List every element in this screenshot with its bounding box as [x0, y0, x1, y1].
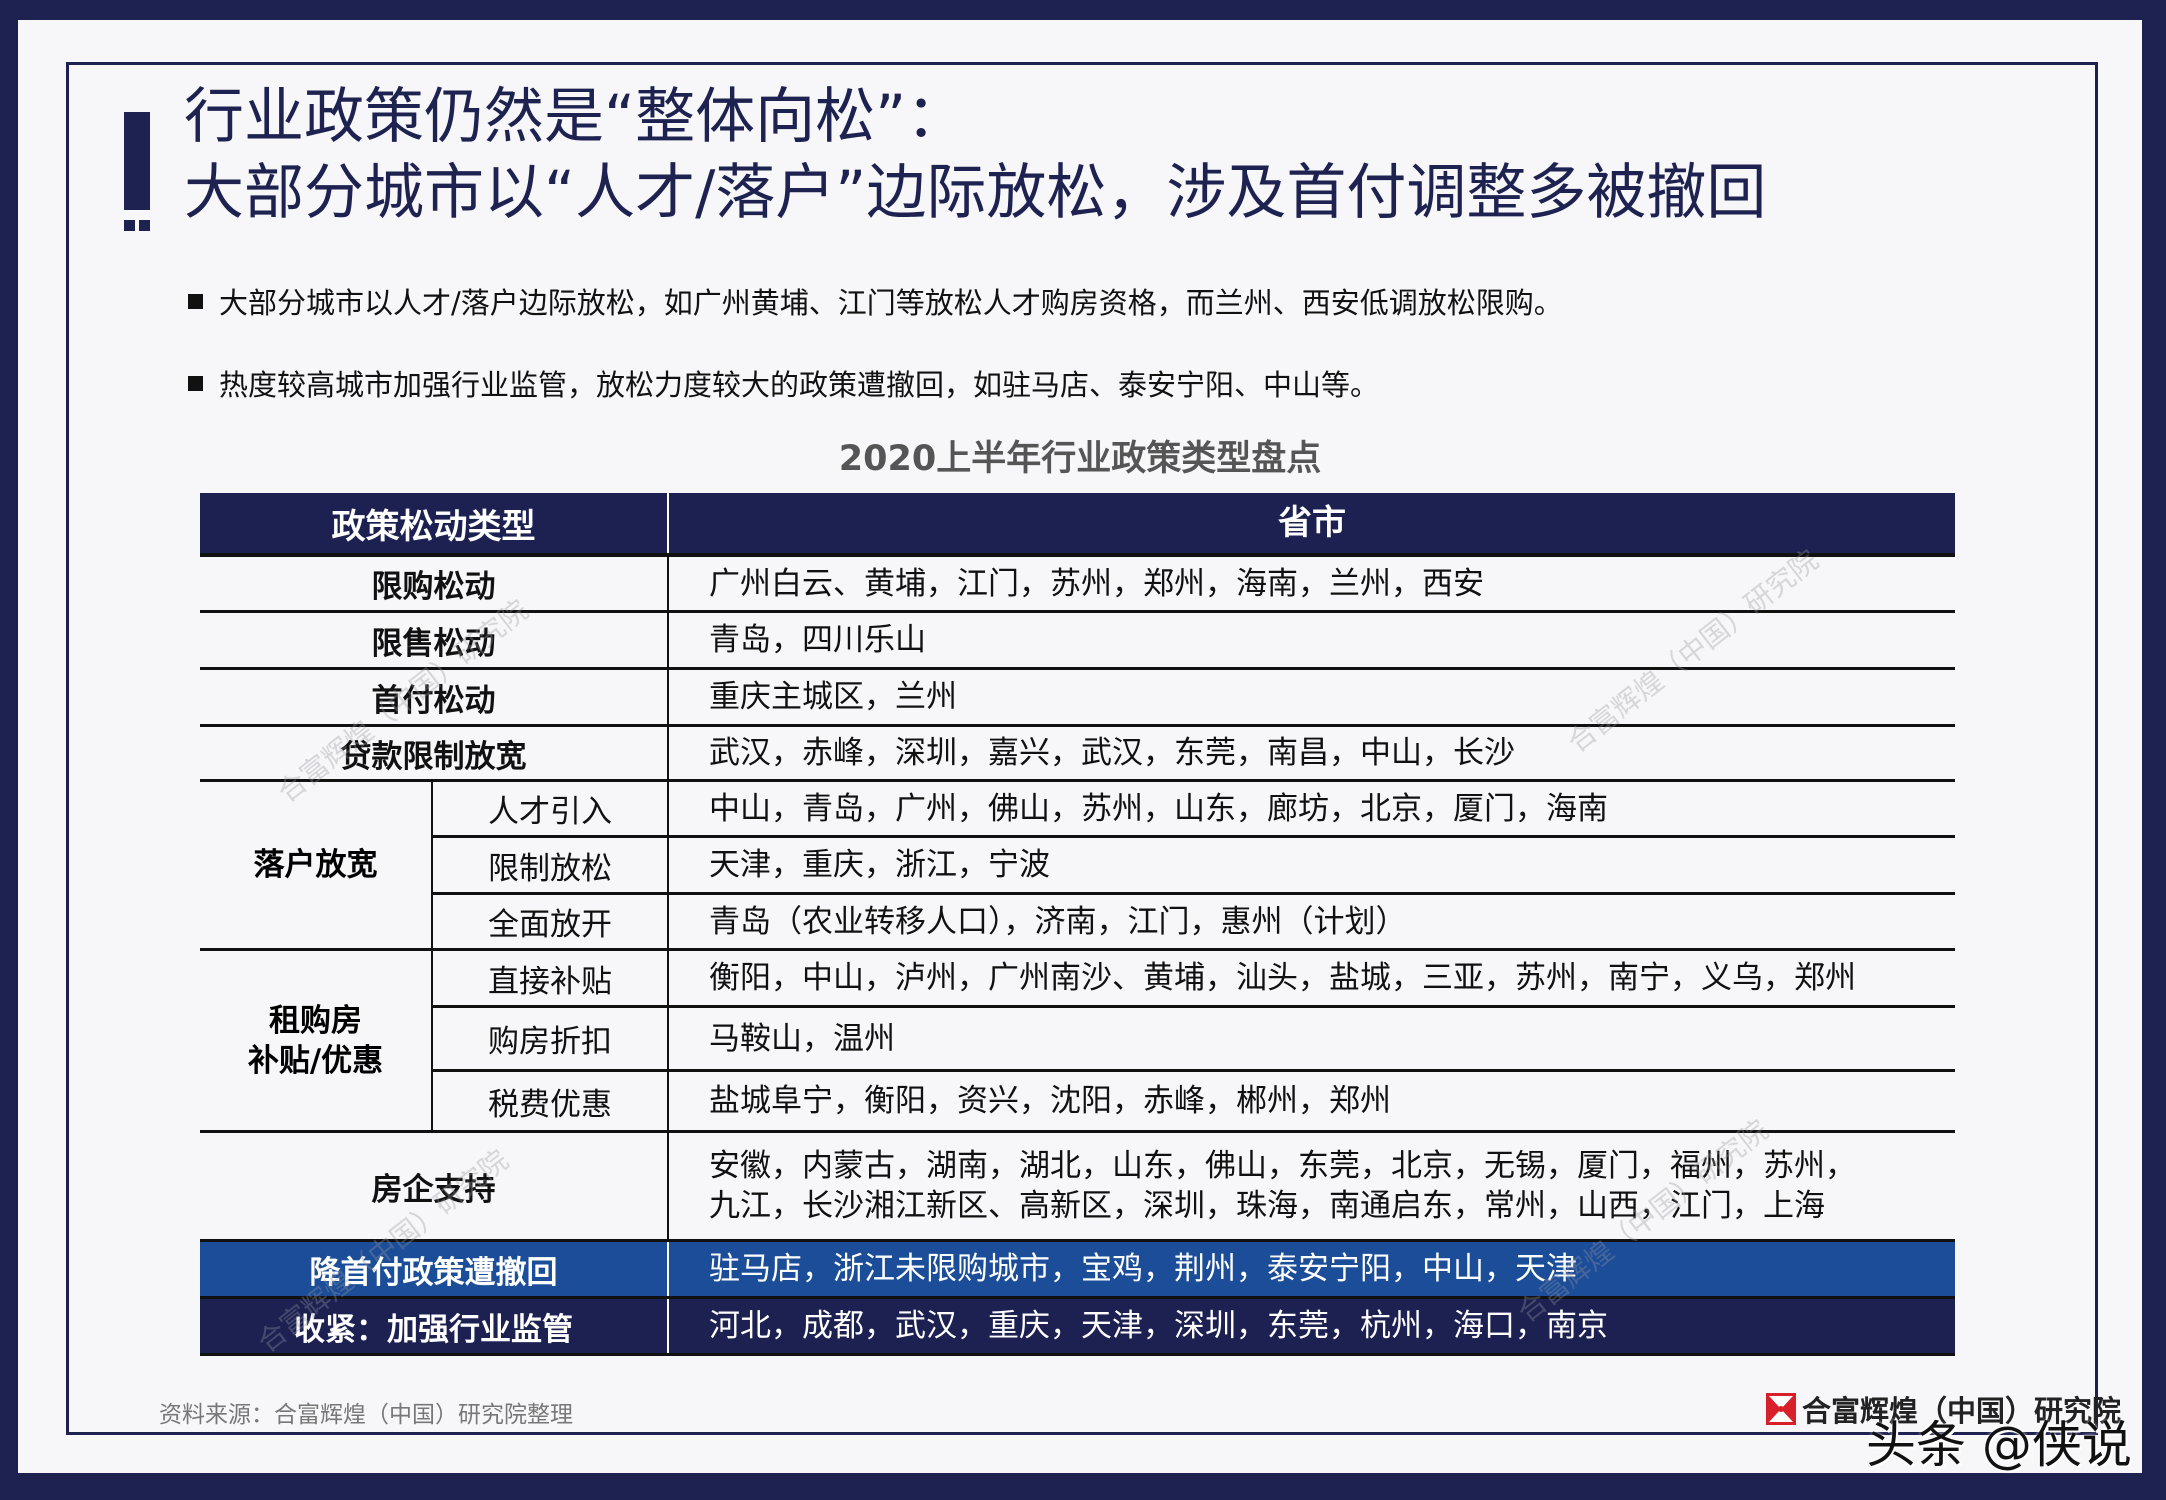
- row-type: 首付松动: [200, 670, 669, 724]
- logo-text: 合富辉煌（中国）研究院: [1802, 1394, 2122, 1428]
- group-label-line: 租购房: [269, 1002, 362, 1039]
- toutiao-watermark: 头条 @侠说: [1866, 1416, 2132, 1474]
- table-row: 首付松动 重庆主城区，兰州: [200, 670, 1955, 727]
- row-value: 安徽，内蒙古，湖南，湖北，山东，佛山，东莞，北京，无锡，厦门，福州，苏州， 九江…: [669, 1133, 1955, 1239]
- table-row: 人才引入 中山，青岛，广州，佛山，苏州，山东，廊坊，北京，厦门，海南: [431, 782, 1955, 838]
- row-type: 降首付政策遭撤回: [200, 1242, 669, 1296]
- bullet-square-icon: [188, 293, 203, 309]
- row-value-line: 九江，长沙湘江新区、高新区，深圳，珠海，南通启东，常州，山西，江门，上海: [709, 1188, 1825, 1224]
- row-value: 广州白云、黄埔，江门，苏州，郑州，海南，兰州，西安: [709, 565, 1484, 602]
- table-row: 限制放松 天津，重庆，浙江，宁波: [431, 838, 1955, 895]
- row-type: 收紧：加强行业监管: [200, 1299, 669, 1353]
- table-row: 房企支持 安徽，内蒙古，湖南，湖北，山东，佛山，东莞，北京，无锡，厦门，福州，苏…: [200, 1133, 1955, 1242]
- title-accent-bar: [124, 112, 150, 210]
- table-row: 购房折扣 马鞍山，温州: [431, 1008, 1955, 1072]
- source-note: 资料来源：合富辉煌（中国）研究院整理: [159, 1402, 573, 1428]
- row-subtype: 人才引入: [431, 782, 669, 835]
- table-row: 限售松动 青岛，四川乐山: [200, 613, 1955, 670]
- row-value: 青岛（农业转移人口），济南，江门，惠州（计划）: [709, 903, 1407, 940]
- table-row-tighten: 收紧：加强行业监管 河北，成都，武汉，重庆，天津，深圳，东莞，杭州，海口，南京: [200, 1299, 1955, 1356]
- row-subtype: 全面放开: [431, 895, 669, 948]
- table-header: 政策松动类型 省市: [200, 493, 1955, 557]
- row-value: 马鞍山，温州: [709, 1020, 895, 1057]
- bullet-text: 大部分城市以人才/落户边际放松，如广州黄埔、江门等放松人才购房资格，而兰州、西安…: [219, 286, 1563, 320]
- bullet-item: 大部分城市以人才/落户边际放松，如广州黄埔、江门等放松人才购房资格，而兰州、西安…: [188, 280, 1563, 322]
- bullet-square-icon: [188, 375, 203, 391]
- table-title: 2020上半年行业政策类型盘点: [838, 439, 1322, 479]
- row-value: 中山，青岛，广州，佛山，苏州，山东，廊坊，北京，厦门，海南: [709, 790, 1608, 827]
- row-value: 河北，成都，武汉，重庆，天津，深圳，东莞，杭州，海口，南京: [709, 1308, 1608, 1344]
- row-type: 贷款限制放宽: [200, 727, 669, 779]
- table-row: 税费优惠 盐城阜宁，衡阳，资兴，沈阳，赤峰，郴州，郑州: [431, 1072, 1955, 1133]
- group-label-hukou: 落户放宽: [200, 782, 431, 951]
- page-title-line2: 大部分城市以“人才/落户”边际放松，涉及首付调整多被撤回: [184, 158, 1767, 228]
- title-accent-dot: [124, 220, 135, 231]
- row-value: 盐城阜宁，衡阳，资兴，沈阳，赤峰，郴州，郑州: [709, 1083, 1391, 1119]
- row-type: 限售松动: [200, 613, 669, 667]
- slide-frame: [66, 62, 2098, 1435]
- table-row-revoked: 降首付政策遭撤回 驻马店，浙江未限购城市，宝鸡，荆州，泰安宁阳，中山，天津: [200, 1242, 1955, 1299]
- group-label-line: 补贴/优惠: [247, 1042, 384, 1079]
- table-row: 全面放开 青岛（农业转移人口），济南，江门，惠州（计划）: [431, 895, 1955, 951]
- bullet-text: 热度较高城市加强行业监管，放松力度较大的政策遭撤回，如驻马店、泰安宁阳、中山等。: [219, 368, 1380, 402]
- header-type: 政策松动类型: [200, 493, 669, 553]
- row-type: 房企支持: [200, 1133, 669, 1239]
- table-row: 限购松动 广州白云、黄埔，江门，苏州，郑州，海南，兰州，西安: [200, 557, 1955, 613]
- logo-mark-icon: [1766, 1393, 1796, 1425]
- row-type: 限购松动: [200, 557, 669, 610]
- row-value: 衡阳，中山，泸州，广州南沙、黄埔，汕头，盐城，三亚，苏州，南宁，义乌，郑州: [709, 960, 1856, 996]
- row-value: 天津，重庆，浙江，宁波: [709, 847, 1050, 883]
- company-logo: 合富辉煌（中国）研究院: [1766, 1388, 2121, 1430]
- group-label-subsidy: 租购房 补贴/优惠: [200, 951, 431, 1133]
- row-value: 重庆主城区，兰州: [709, 679, 957, 715]
- row-subtype: 税费优惠: [431, 1072, 669, 1130]
- title-accent-dot: [139, 220, 150, 231]
- page-title-line1: 行业政策仍然是“整体向松”：: [184, 82, 967, 152]
- row-value-line: 安徽，内蒙古，湖南，湖北，山东，佛山，东莞，北京，无锡，厦门，福州，苏州，: [709, 1148, 1856, 1184]
- row-value: 青岛，四川乐山: [709, 622, 926, 658]
- row-value: 武汉，赤峰，深圳，嘉兴，武汉，东莞，南昌，中山，长沙: [709, 735, 1515, 771]
- table-row: 贷款限制放宽 武汉，赤峰，深圳，嘉兴，武汉，东莞，南昌，中山，长沙: [200, 727, 1955, 782]
- row-subtype: 购房折扣: [431, 1008, 669, 1069]
- row-value: 驻马店，浙江未限购城市，宝鸡，荆州，泰安宁阳，中山，天津: [709, 1251, 1577, 1287]
- row-subtype: 限制放松: [431, 838, 669, 892]
- slide: 行业政策仍然是“整体向松”： 大部分城市以“人才/落户”边际放松，涉及首付调整多…: [18, 20, 2142, 1474]
- bullet-item: 热度较高城市加强行业监管，放松力度较大的政策遭撤回，如驻马店、泰安宁阳、中山等。: [188, 362, 1379, 404]
- row-subtype: 直接补贴: [431, 951, 669, 1005]
- table-row: 直接补贴 衡阳，中山，泸州，广州南沙、黄埔，汕头，盐城，三亚，苏州，南宁，义乌，…: [431, 951, 1955, 1008]
- header-cities: 省市: [1278, 503, 1346, 543]
